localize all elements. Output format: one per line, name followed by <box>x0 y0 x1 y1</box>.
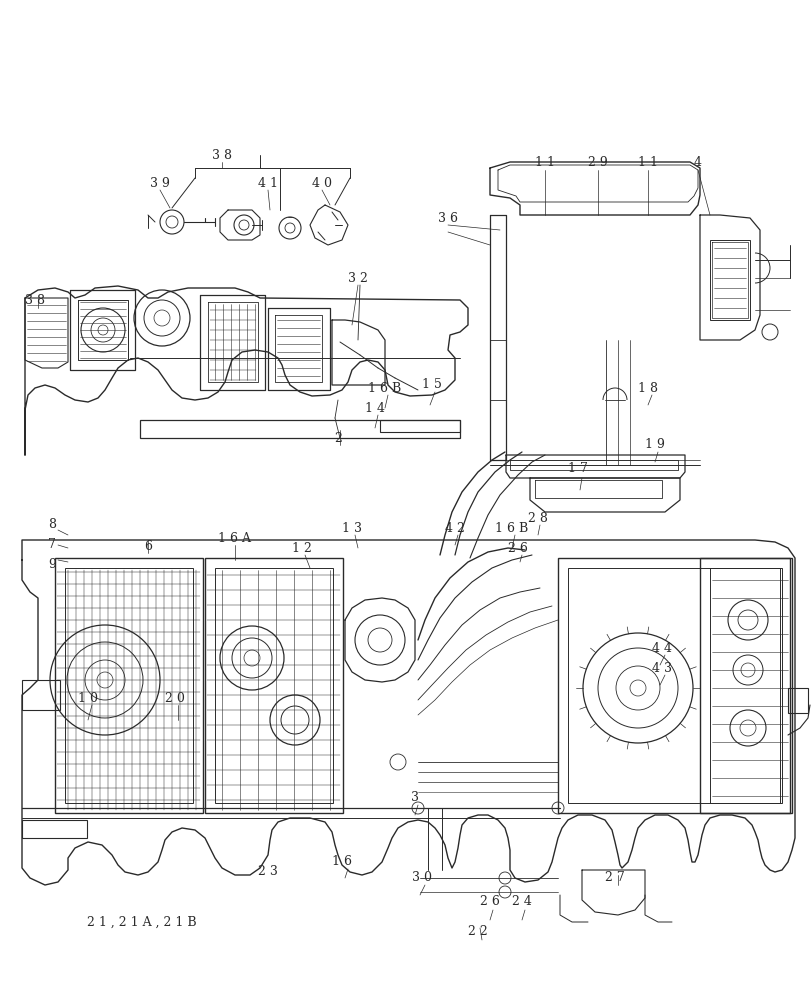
Text: 1 6 A: 1 6 A <box>218 532 251 544</box>
Bar <box>699 558 791 813</box>
Text: 2: 2 <box>333 432 341 444</box>
Bar <box>22 820 87 838</box>
Text: 2 1 , 2 1 A , 2 1 B: 2 1 , 2 1 A , 2 1 B <box>87 915 196 928</box>
Text: 1 0: 1 0 <box>78 692 98 704</box>
Text: 4 2: 4 2 <box>444 522 465 534</box>
Text: 1 6 B: 1 6 B <box>368 381 401 394</box>
Text: 2 3: 2 3 <box>258 865 277 878</box>
Text: 2 8: 2 8 <box>527 512 547 524</box>
Text: 3 8: 3 8 <box>25 294 45 306</box>
Text: 7: 7 <box>48 538 56 550</box>
Text: 3: 3 <box>410 791 418 804</box>
Text: 1 5: 1 5 <box>422 378 441 391</box>
Text: 4 4: 4 4 <box>651 642 672 654</box>
Text: 1 3: 1 3 <box>341 522 362 534</box>
Bar <box>380 420 460 432</box>
Text: 3 9: 3 9 <box>150 177 169 190</box>
Bar <box>709 568 781 803</box>
Text: 2 0: 2 0 <box>165 692 185 704</box>
Bar <box>204 558 342 813</box>
Text: 9: 9 <box>48 558 56 570</box>
Text: 4 3: 4 3 <box>651 662 672 674</box>
Text: 1 6: 1 6 <box>332 855 351 868</box>
Text: 2 6: 2 6 <box>508 542 527 554</box>
Text: 3 6: 3 6 <box>437 212 457 225</box>
Text: 4 1: 4 1 <box>258 177 277 190</box>
Text: 3 0: 3 0 <box>411 871 431 884</box>
Text: 1 8: 1 8 <box>637 381 657 394</box>
Bar <box>65 568 193 803</box>
Text: 2 9: 2 9 <box>587 156 607 169</box>
Text: 4 0: 4 0 <box>311 177 332 190</box>
Bar <box>557 558 789 813</box>
Text: 1 1: 1 1 <box>637 156 657 169</box>
Text: 1 4: 1 4 <box>365 401 384 414</box>
Bar <box>709 240 749 320</box>
Bar <box>55 558 203 813</box>
Text: 2 4: 2 4 <box>512 895 531 908</box>
Text: 2 7: 2 7 <box>604 871 624 884</box>
Bar <box>568 568 779 803</box>
Text: 1 1: 1 1 <box>534 156 554 169</box>
Text: 1 2: 1 2 <box>292 542 311 554</box>
Text: 3 2: 3 2 <box>348 271 367 284</box>
Bar <box>139 420 460 438</box>
Text: 1 7: 1 7 <box>568 462 587 475</box>
Text: 1 9: 1 9 <box>644 438 664 452</box>
Text: 6: 6 <box>144 540 152 552</box>
Text: 3 8: 3 8 <box>212 149 232 162</box>
Bar <box>215 568 333 803</box>
Bar <box>22 680 60 710</box>
Text: 2 2: 2 2 <box>468 925 487 938</box>
Text: 4: 4 <box>693 156 702 169</box>
Bar <box>787 688 807 713</box>
Text: 1 6 B: 1 6 B <box>495 522 528 534</box>
Text: 8: 8 <box>48 518 56 530</box>
Text: 2 6: 2 6 <box>479 895 500 908</box>
